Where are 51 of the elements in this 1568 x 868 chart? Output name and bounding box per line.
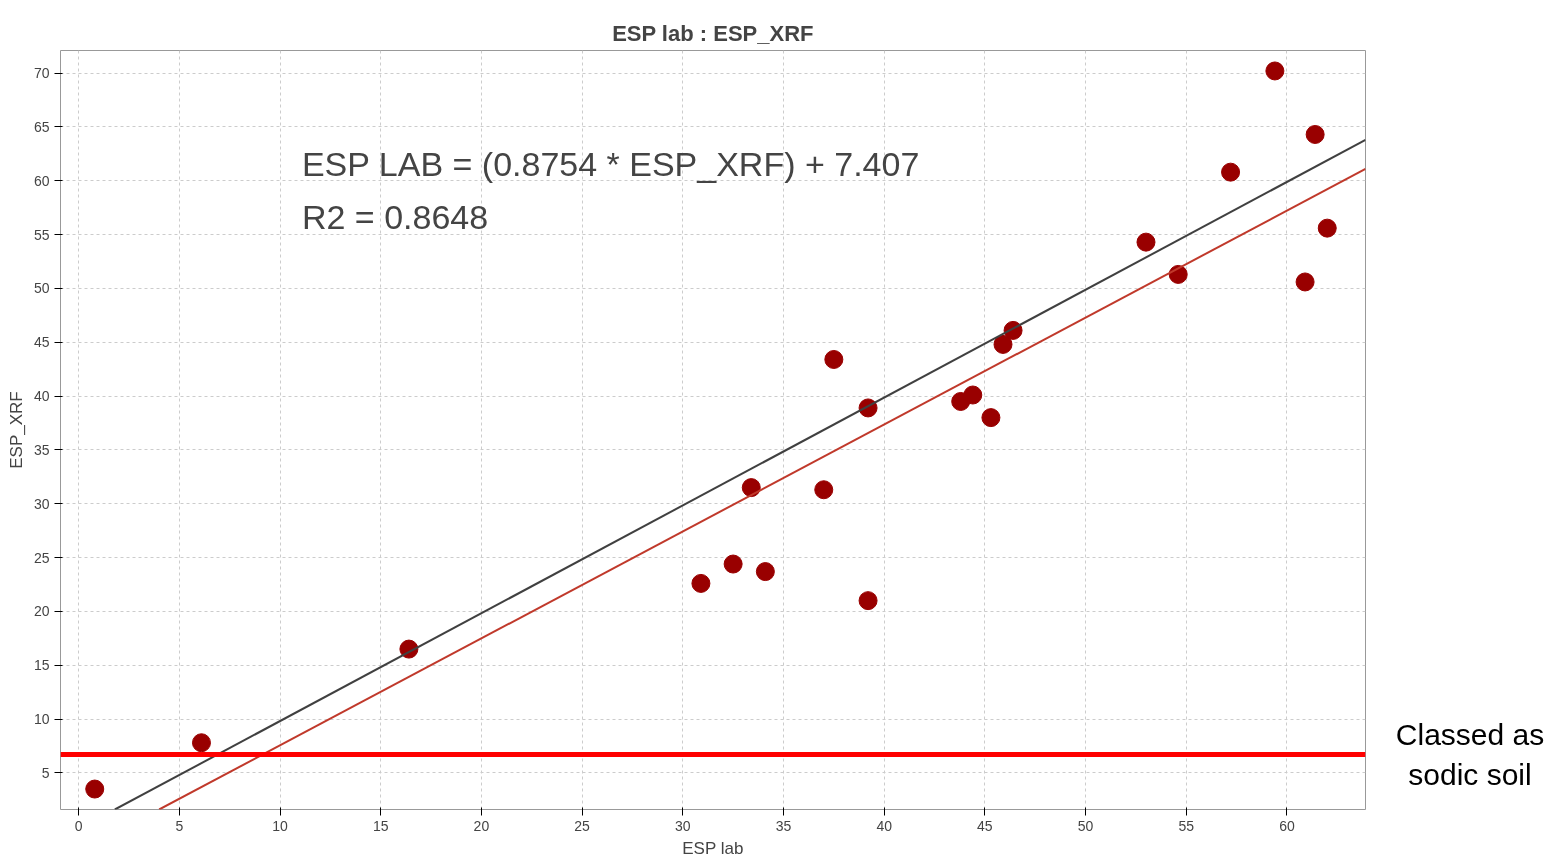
point bbox=[755, 562, 775, 582]
x-tick-label: 45 bbox=[977, 817, 993, 834]
point bbox=[741, 478, 761, 498]
y-tick-label: 50 bbox=[33, 280, 50, 297]
x-axis-title: ESP lab bbox=[682, 838, 744, 858]
y-tick-label: 25 bbox=[33, 549, 50, 566]
y-tick-label: 30 bbox=[33, 495, 50, 512]
y-tick-label: 20 bbox=[33, 603, 50, 620]
x-tick-label: 50 bbox=[1077, 817, 1094, 834]
point bbox=[85, 779, 105, 799]
point bbox=[691, 573, 711, 593]
point bbox=[191, 733, 211, 753]
ref-line-label: Classed as sodic soil bbox=[1395, 717, 1545, 793]
y-tick-label: 15 bbox=[33, 657, 50, 674]
x-tick-label: 15 bbox=[372, 817, 389, 834]
point bbox=[814, 480, 834, 500]
x-tick-label: 0 bbox=[74, 817, 83, 834]
annotation: ESP LAB = (0.8754 * ESP_XRF) + 7.407 bbox=[301, 145, 920, 184]
point bbox=[1305, 124, 1325, 144]
annotation: R2 = 0.8648 bbox=[301, 198, 489, 237]
point bbox=[1265, 61, 1285, 81]
x-tick-label: 25 bbox=[574, 817, 591, 834]
point bbox=[993, 334, 1013, 354]
point bbox=[963, 385, 983, 405]
x-tick-label: 35 bbox=[775, 817, 792, 834]
y-tick-label: 10 bbox=[33, 711, 50, 728]
point bbox=[1317, 218, 1337, 238]
y-tick-label: 45 bbox=[33, 334, 50, 351]
chart-title: ESP lab : ESP_XRF bbox=[612, 20, 814, 46]
x-tick-label: 5 bbox=[175, 817, 184, 834]
point bbox=[858, 591, 878, 611]
y-tick-label: 65 bbox=[33, 118, 50, 135]
y-tick-label: 70 bbox=[33, 65, 50, 82]
y-tick-label: 40 bbox=[33, 388, 50, 405]
x-tick-label: 60 bbox=[1279, 817, 1295, 834]
point bbox=[1295, 272, 1315, 292]
point bbox=[1136, 232, 1156, 252]
y-tick-label: 55 bbox=[33, 226, 50, 243]
point bbox=[1221, 162, 1241, 182]
y-tick-label: 35 bbox=[33, 441, 50, 458]
point bbox=[723, 554, 743, 574]
y-axis-title: ESP_XRF bbox=[6, 391, 26, 469]
x-tick-label: 10 bbox=[272, 817, 289, 834]
y-tick-label: 5 bbox=[41, 764, 50, 781]
x-tick-label: 30 bbox=[675, 817, 691, 834]
x-tick-label: 20 bbox=[473, 817, 490, 834]
point bbox=[981, 408, 1001, 428]
x-tick-label: 40 bbox=[876, 817, 893, 834]
x-tick-label: 55 bbox=[1178, 817, 1195, 834]
point bbox=[824, 350, 844, 369]
y-tick-label: 60 bbox=[33, 172, 50, 189]
